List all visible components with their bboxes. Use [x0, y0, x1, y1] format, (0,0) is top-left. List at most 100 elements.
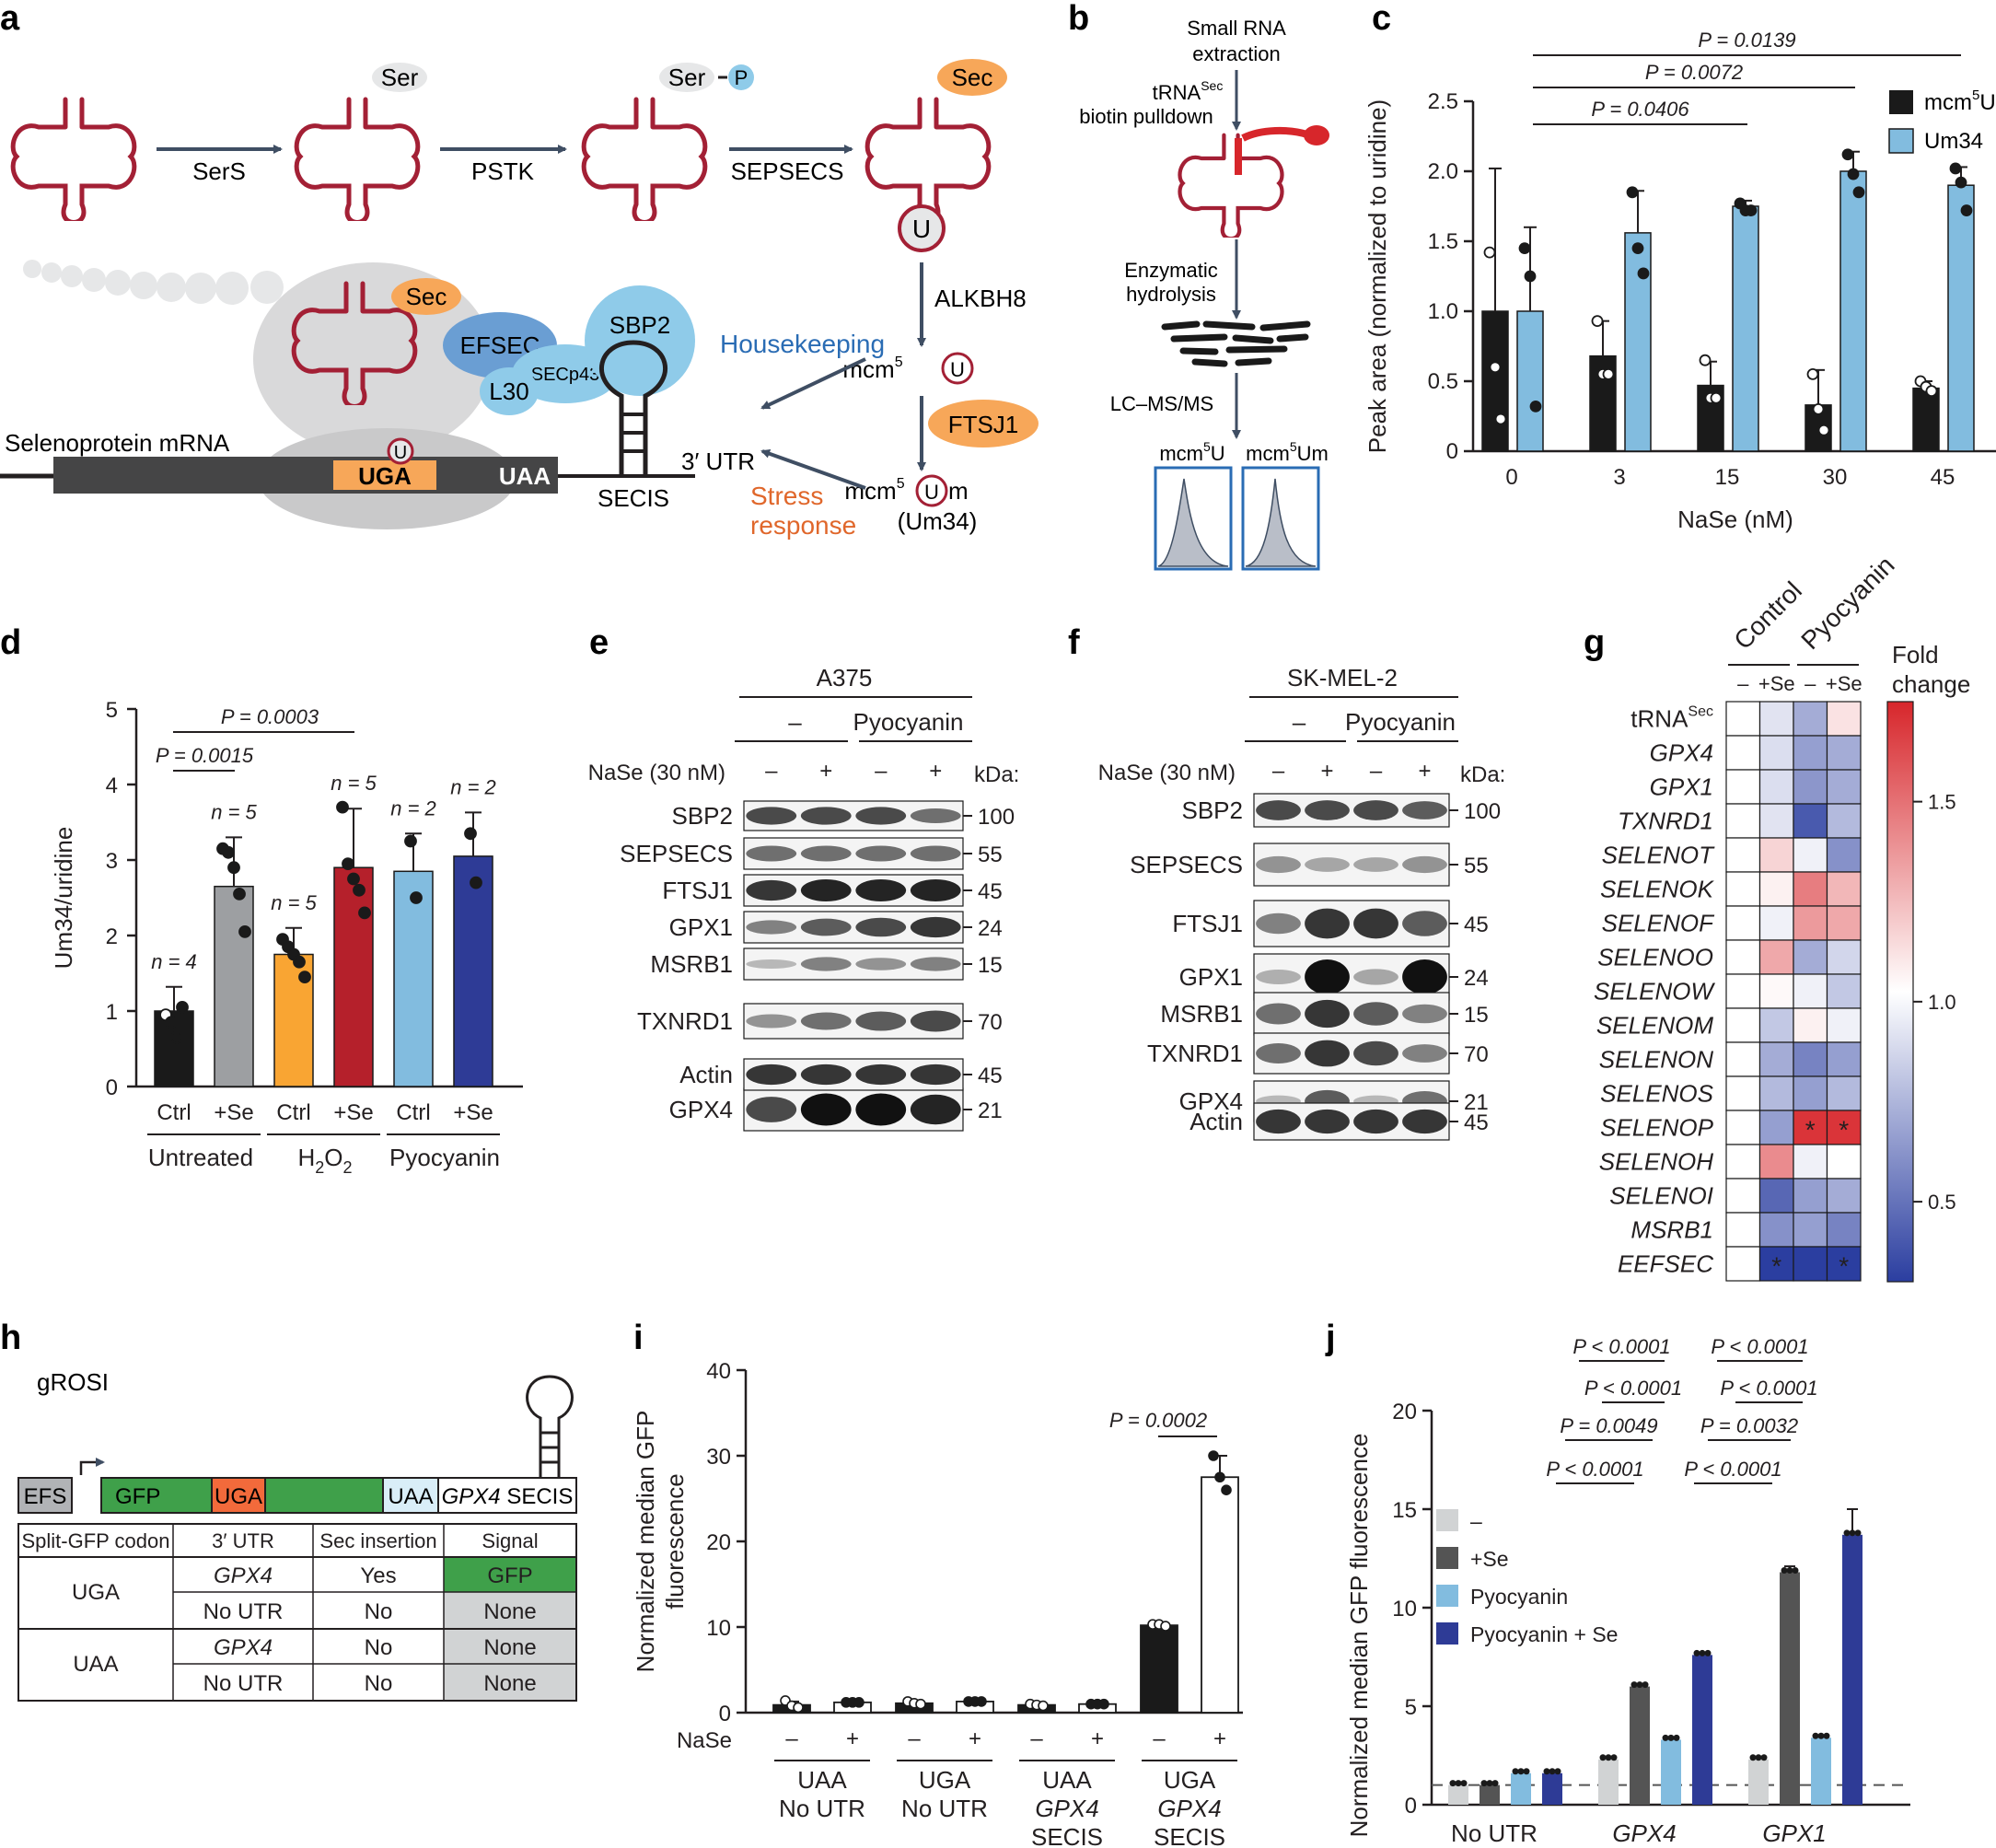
data-point — [1518, 242, 1531, 255]
y-tick-label: 0 — [1405, 1794, 1417, 1819]
colorbar-tick-label: 1.0 — [1928, 991, 1956, 1014]
p-value-label: P = 0.0002 — [1109, 1409, 1207, 1432]
secis-hairpin-icon — [526, 1375, 574, 1478]
data-point — [1817, 424, 1830, 436]
y-tick-label: 2.0 — [1428, 159, 1458, 184]
data-point — [404, 834, 417, 848]
heatmap-cell — [1758, 803, 1794, 839]
heatmap-cell — [1826, 973, 1862, 1009]
table-cell: UAA — [73, 1652, 118, 1677]
data-point — [336, 800, 349, 814]
blot-band — [800, 1012, 852, 1030]
lane-sign: + — [929, 759, 942, 784]
heatmap-cell — [1725, 803, 1761, 839]
heatmap-cell — [1793, 769, 1828, 805]
bar — [1780, 1572, 1800, 1805]
heatmap-cell — [1826, 1007, 1862, 1043]
y-tick-label: 20 — [1392, 1400, 1417, 1424]
data-point — [1843, 1529, 1851, 1537]
heatmap-cell — [1793, 837, 1828, 873]
blot-band — [1353, 1109, 1398, 1134]
blot-band — [1305, 800, 1350, 820]
trna-charging-pathway: Ser Ser P Sec SerS PSTK SEPSECS U ALKBH8… — [13, 59, 1039, 540]
heatmap-cell — [1725, 1178, 1761, 1214]
heatmap-cell — [1826, 1144, 1862, 1180]
panel-j-chart: 0 5 10 15 20 Normalized median GFP fluorescen… — [1345, 1335, 1910, 1847]
group-label: UGA — [1164, 1766, 1216, 1794]
heatmap-row-label: SELENON — [1599, 1046, 1713, 1074]
size-label: 15 — [978, 953, 1003, 978]
heatmap-row-label: TXNRD1 — [1618, 808, 1713, 835]
y-tick-label: 30 — [706, 1445, 731, 1470]
data-point — [170, 1030, 183, 1044]
housekeeping-label: Housekeeping — [720, 330, 885, 358]
data-point — [165, 1016, 178, 1029]
bar — [1811, 1738, 1831, 1805]
y-tick-label: 0 — [1446, 439, 1458, 464]
y-tick-label: 1.5 — [1428, 229, 1458, 254]
size-label: 70 — [1464, 1042, 1489, 1067]
secis-hairpin — [599, 340, 667, 476]
x-tick-label: +Se — [333, 1100, 373, 1125]
blot-band — [855, 878, 907, 902]
x-tick-label: 45 — [1931, 465, 1955, 490]
table-frame — [17, 1523, 577, 1702]
p-value-label: P = 0.0139 — [1698, 29, 1795, 52]
data-point — [1949, 162, 1962, 175]
blot-strip — [743, 800, 964, 831]
blot-band — [746, 845, 797, 862]
blot-band — [910, 916, 961, 938]
treatment-pyocyanin: Pyocyanin — [1345, 708, 1456, 736]
heatmap-cell — [1725, 905, 1761, 941]
blot-band — [1256, 1109, 1301, 1134]
blot-band — [910, 808, 961, 823]
blot-label: FTSJ1 — [662, 877, 733, 904]
lane-sign: – — [1272, 759, 1285, 784]
heatmap-cell — [1758, 1041, 1794, 1077]
data-point — [1841, 148, 1854, 161]
data-point — [1038, 1700, 1049, 1712]
svg-text:U: U — [394, 443, 407, 463]
heatmap-cell — [1793, 1041, 1828, 1077]
heatmap-cell — [1793, 1075, 1828, 1111]
data-point — [353, 883, 366, 897]
y-tick-label: 4 — [106, 773, 118, 798]
x-tick-label: + — [846, 1726, 859, 1751]
data-point — [464, 827, 477, 841]
data-point — [1849, 1529, 1856, 1537]
table-cell: UGA — [72, 1580, 120, 1605]
heatmap-row-label: MSRB1 — [1630, 1216, 1713, 1244]
heatmap-cell — [1758, 939, 1794, 975]
data-point — [1662, 1734, 1669, 1741]
uaa-label: UAA — [499, 462, 551, 490]
heatmap-cell — [1826, 735, 1862, 771]
heatmap-col-label: +Se — [1826, 672, 1863, 695]
blot-band — [855, 807, 907, 825]
biotin-bead — [1304, 125, 1329, 145]
heatmap-col-label: +Se — [1758, 672, 1795, 695]
svg-text:U: U — [950, 358, 965, 381]
bar — [1624, 232, 1652, 452]
uridine-label: U — [912, 215, 931, 243]
svg-text:m: m — [948, 477, 969, 505]
nase-label: NaSe (30 nM) — [588, 761, 725, 785]
heatmap-cell — [1826, 1110, 1862, 1145]
kda-label: kDa: — [1460, 762, 1505, 787]
significance-star: * — [1839, 1252, 1849, 1281]
bar — [1748, 1759, 1769, 1805]
x-tick-label: +Se — [453, 1100, 493, 1125]
treatment-minus: – — [788, 708, 802, 736]
panel-d-chart: 0 1 2 3 4 5 Um34/uridine n = 4 Ctrl n = 5 +Se n = 5… — [50, 698, 523, 1177]
heatmap-cell — [1725, 973, 1761, 1009]
enzyme-sepsecs: SEPSECS — [731, 157, 844, 185]
h2o2-part: O — [324, 1144, 342, 1171]
panel-letter-j: j — [1325, 1319, 1336, 1357]
bar — [1201, 1476, 1239, 1714]
lane-sign: – — [765, 759, 778, 784]
blot-label: GPX4 — [1179, 1087, 1243, 1115]
data-point — [1745, 204, 1758, 216]
data-point — [1637, 267, 1650, 280]
nase-label: NaSe — [677, 1728, 732, 1753]
data-point — [1812, 402, 1825, 415]
significance-star: * — [1805, 1116, 1816, 1145]
